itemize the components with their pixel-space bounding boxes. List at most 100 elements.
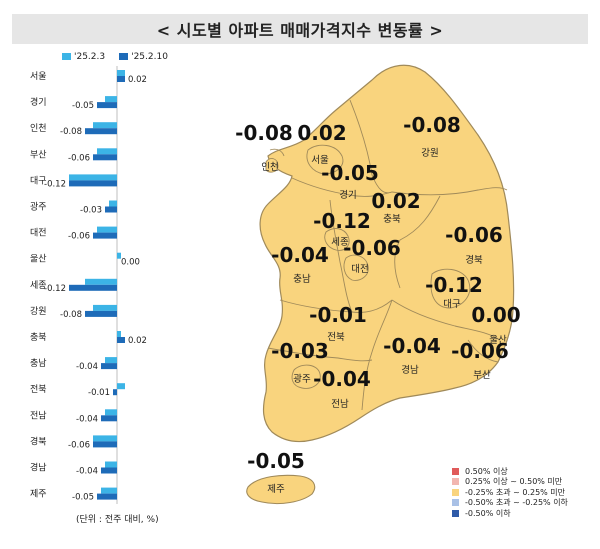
bar-series-2 bbox=[69, 180, 117, 187]
category-label: 대구 bbox=[30, 175, 47, 186]
bar-series-2 bbox=[113, 389, 117, 396]
category-label: 충북 bbox=[30, 332, 47, 343]
data-label: 0.02 bbox=[128, 336, 147, 346]
bar-series-2 bbox=[101, 363, 117, 370]
map-legend-swatch bbox=[452, 467, 459, 475]
map-legend-label: -0.50% 초과 ~ -0.25% 이하 bbox=[465, 498, 568, 508]
map-value-busan: -0.06 bbox=[451, 339, 509, 363]
map-value-chungnam: -0.04 bbox=[271, 243, 329, 267]
map-value-sejong: -0.12 bbox=[313, 209, 371, 233]
map-name-daegu: 대구 bbox=[443, 299, 461, 310]
map-legend-swatch bbox=[452, 488, 459, 496]
map-value-incheon: -0.08 bbox=[235, 121, 293, 145]
border-chungnam-jeonbuk bbox=[279, 299, 393, 313]
map-legend-item: -0.25% 초과 ~ 0.25% 미만 bbox=[452, 487, 568, 498]
bar-series-2 bbox=[93, 154, 117, 161]
map-legend-item: 0.25% 이상 ~ 0.50% 미만 bbox=[452, 477, 568, 488]
chart-title: < 시도별 아파트 매매가격지수 변동률 > bbox=[156, 21, 444, 40]
bar-series-2 bbox=[69, 284, 117, 291]
map-name-busan: 부산 bbox=[473, 370, 491, 381]
map-value-gyeongnam: -0.04 bbox=[383, 334, 441, 358]
map-value-daegu: -0.12 bbox=[425, 273, 483, 297]
map-name-gangwon: 강원 bbox=[421, 148, 438, 159]
map-legend-label: 0.25% 이상 ~ 0.50% 미만 bbox=[465, 477, 563, 487]
border-ulsan-busan bbox=[467, 339, 499, 363]
map-name-gyeongbuk: 경북 bbox=[465, 254, 483, 266]
map-legend-label: -0.50% 이하 bbox=[465, 508, 511, 518]
bar-series-2 bbox=[101, 415, 117, 422]
data-label: -0.04 bbox=[76, 362, 98, 372]
map-name-jeonbuk: 전북 bbox=[327, 332, 345, 343]
bar-series-2 bbox=[93, 441, 117, 448]
map-value-seoul: 0.02 bbox=[297, 121, 346, 145]
map-name-ulsan: 울산 bbox=[489, 335, 507, 346]
border-jeonbuk-jeonnam bbox=[267, 347, 373, 362]
map-name-chungbuk: 충북 bbox=[383, 214, 401, 225]
map-name-sejong: 세종 bbox=[331, 237, 349, 248]
data-label: -0.05 bbox=[72, 493, 94, 503]
bar-series-2 bbox=[97, 102, 117, 109]
map-legend: 0.50% 이상 0.25% 이상 ~ 0.50% 미만 -0.25% 초과 ~… bbox=[452, 466, 568, 519]
data-label: 0.00 bbox=[121, 258, 140, 268]
data-label: -0.03 bbox=[80, 206, 102, 216]
bar-series-1 bbox=[97, 226, 117, 233]
map-value-ulsan: 0.00 bbox=[471, 303, 520, 327]
map-value-gangwon: -0.08 bbox=[403, 113, 461, 137]
legend-item-series-2: '25.2.10 bbox=[119, 52, 168, 62]
border-chungnam-chungbuk bbox=[329, 199, 353, 313]
category-label: 충남 bbox=[30, 358, 47, 369]
category-label: 경남 bbox=[30, 462, 47, 474]
bar-series-1 bbox=[117, 383, 125, 390]
bar-series-1 bbox=[117, 331, 121, 337]
map-legend-swatch bbox=[452, 499, 459, 507]
data-label: -0.04 bbox=[76, 414, 98, 424]
map-name-daejeon: 대전 bbox=[351, 264, 368, 275]
map-value-daejeon: -0.06 bbox=[343, 236, 401, 260]
border-gyeongbuk-gyeongnam bbox=[391, 299, 501, 341]
data-label: -0.08 bbox=[60, 127, 82, 137]
border-incheon bbox=[269, 148, 285, 157]
map-name-jeju: 제주 bbox=[267, 484, 285, 495]
data-label: -0.06 bbox=[68, 153, 90, 163]
data-label: -0.06 bbox=[68, 440, 90, 450]
category-label: 경기 bbox=[30, 96, 47, 108]
bar-series-1 bbox=[105, 461, 117, 468]
legend-swatch-series-2 bbox=[119, 53, 129, 60]
legend-swatch-series-1 bbox=[62, 53, 71, 60]
map-value-jeonbuk: -0.01 bbox=[309, 303, 367, 327]
map-value-gyeongbuk: -0.06 bbox=[445, 223, 503, 247]
category-label: 강원 bbox=[30, 306, 47, 317]
map-name-jeonnam: 전남 bbox=[331, 399, 349, 410]
border-gyeonggi-gangwon bbox=[349, 99, 393, 194]
map-value-jeju: -0.05 bbox=[247, 449, 305, 473]
category-label: 세종 bbox=[30, 280, 47, 291]
title-bar: < 시도별 아파트 매매가격지수 변동률 > bbox=[12, 14, 588, 44]
map-borders bbox=[267, 99, 508, 411]
category-label: 경북 bbox=[30, 435, 47, 447]
data-label: -0.12 bbox=[44, 179, 66, 189]
bar-series-2 bbox=[85, 128, 117, 135]
data-label: -0.06 bbox=[68, 232, 90, 242]
map-jeju-island bbox=[246, 474, 316, 505]
map-incheon-island bbox=[265, 158, 279, 173]
bar-series-2 bbox=[85, 310, 117, 317]
bar-series-1 bbox=[105, 409, 117, 416]
map-legend-item: 0.50% 이상 bbox=[452, 466, 568, 477]
border-jeonbuk-gyeongnam bbox=[361, 299, 393, 411]
map-legend-item: -0.50% 이하 bbox=[452, 508, 568, 519]
bar-series-1 bbox=[97, 148, 117, 155]
bar-series-1 bbox=[93, 304, 117, 311]
data-label: -0.08 bbox=[60, 310, 82, 320]
bar-series-1 bbox=[93, 435, 117, 442]
bar-series-2 bbox=[97, 493, 117, 500]
legend-label-series-2: '25.2.10 bbox=[131, 52, 168, 62]
category-label: 전북 bbox=[30, 384, 47, 395]
map-name-chungnam: 충남 bbox=[293, 274, 311, 285]
map-name-seoul: 서울 bbox=[311, 155, 329, 166]
map-value-gyeonggi: -0.05 bbox=[321, 161, 379, 185]
bar-series-1 bbox=[109, 200, 117, 207]
bar-series-2 bbox=[117, 337, 125, 343]
bar-series-1 bbox=[117, 252, 121, 259]
